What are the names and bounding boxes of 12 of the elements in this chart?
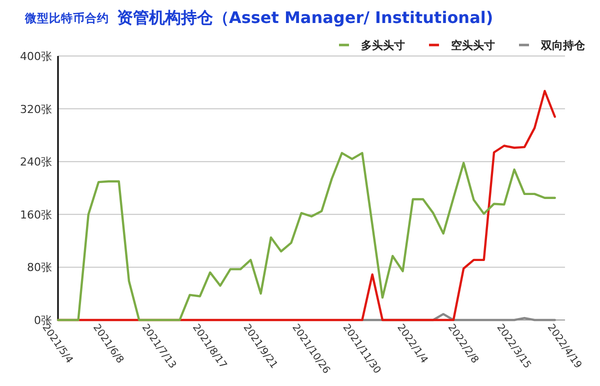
y-tick-label: 0张 — [34, 314, 52, 327]
y-tick-label: 320张 — [20, 102, 52, 116]
y-tick-label: 160张 — [20, 208, 52, 222]
y-tick-label: 80张 — [27, 261, 52, 274]
legend-label: 双向持仓 — [540, 39, 586, 52]
line-series — [56, 152, 556, 322]
y-tick-label: 400张 — [20, 50, 52, 63]
chart-subtitle: 微型比特币合约 — [24, 11, 109, 25]
legend-label: 多头头寸 — [361, 39, 405, 52]
chart-title: 资管机构持仓（Asset Manager/ Institutional) — [117, 8, 494, 27]
legend-label: 空头头寸 — [451, 39, 495, 52]
y-tick-label: 240张 — [20, 156, 52, 169]
